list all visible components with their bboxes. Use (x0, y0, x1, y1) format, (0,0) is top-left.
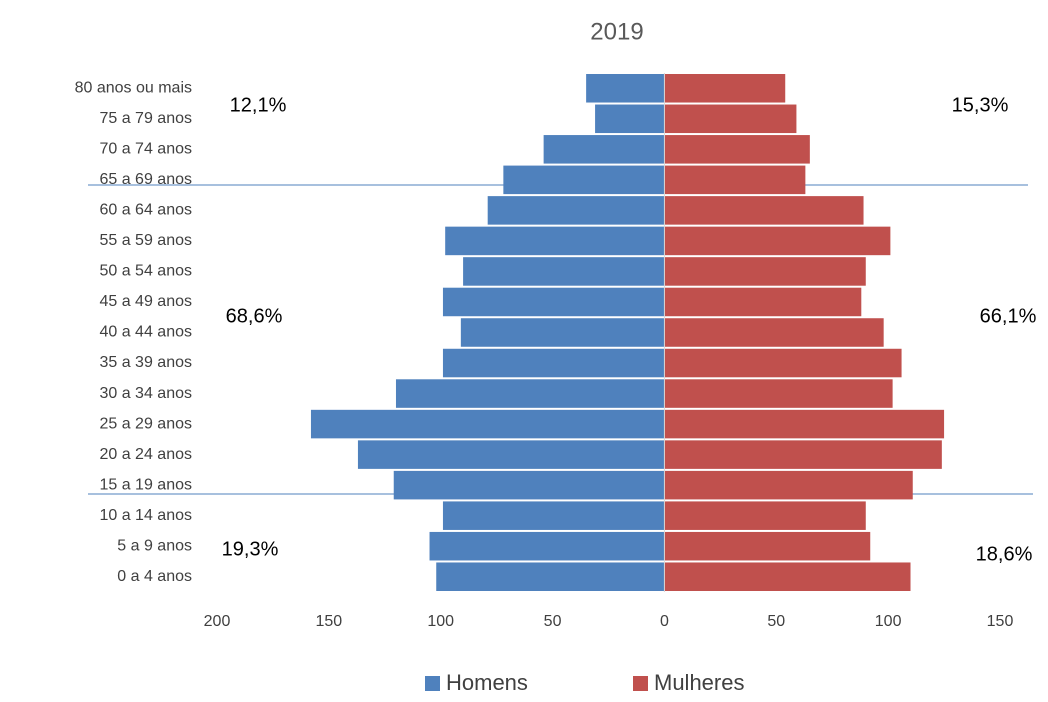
x-tick-label: 0 (660, 613, 669, 630)
annotation: 15,3% (952, 94, 1009, 116)
bar (664, 379, 893, 408)
bar (664, 74, 786, 103)
bar (595, 104, 665, 134)
bar (310, 409, 665, 439)
y-tick-label: 25 a 29 anos (99, 415, 192, 432)
bar (664, 470, 913, 500)
y-tick-label: 75 a 79 anos (99, 110, 192, 127)
chart-title: 2019 (590, 18, 643, 45)
bar (664, 531, 871, 561)
bar (664, 257, 866, 286)
bar (664, 226, 891, 256)
y-tick-label: 0 a 4 anos (117, 568, 192, 585)
y-tick-label: 70 a 74 anos (99, 141, 192, 158)
bar (463, 257, 665, 286)
y-tick-label: 50 a 54 anos (99, 263, 192, 280)
bar (357, 440, 665, 469)
bar (664, 348, 902, 378)
bar (586, 74, 665, 103)
legend-swatch (425, 676, 440, 691)
y-tick-label: 20 a 24 anos (99, 446, 192, 463)
bar (664, 196, 864, 225)
annotation: 18,6% (976, 543, 1033, 565)
bar (436, 562, 665, 591)
bar (460, 318, 665, 347)
x-tick-label: 100 (875, 613, 902, 630)
x-tick-label: 150 (316, 613, 343, 630)
legend-swatch (633, 676, 648, 691)
bar (664, 562, 911, 591)
bar (442, 287, 665, 317)
bar (395, 379, 665, 408)
annotation: 68,6% (226, 305, 283, 327)
bar (664, 135, 810, 164)
bar (664, 165, 806, 195)
bar (442, 501, 665, 530)
bar (664, 409, 945, 439)
y-tick-label: 30 a 34 anos (99, 385, 192, 402)
bar (664, 501, 866, 530)
bar (664, 104, 797, 134)
x-tick-label: 50 (544, 613, 562, 630)
bar (543, 135, 665, 164)
bar (487, 196, 665, 225)
annotation: 12,1% (230, 94, 287, 116)
y-tick-label: 60 a 64 anos (99, 202, 192, 219)
y-tick-label: 80 anos ou mais (75, 79, 192, 96)
bar (442, 348, 665, 378)
y-tick-label: 55 a 59 anos (99, 232, 192, 249)
y-tick-label: 65 a 69 anos (99, 171, 192, 188)
y-tick-label: 35 a 39 anos (99, 354, 192, 371)
bar (445, 226, 665, 256)
x-tick-label: 100 (427, 613, 454, 630)
bar (393, 470, 665, 500)
y-tick-label: 15 a 19 anos (99, 476, 192, 493)
y-tick-label: 10 a 14 anos (99, 507, 192, 524)
y-tick-label: 5 a 9 anos (117, 537, 192, 554)
y-tick-label: 45 a 49 anos (99, 293, 192, 310)
annotation: 19,3% (222, 538, 279, 560)
bar (664, 287, 862, 317)
bar (503, 165, 665, 195)
x-tick-label: 50 (767, 613, 785, 630)
y-tick-label: 40 a 44 anos (99, 324, 192, 341)
bar (664, 440, 942, 469)
legend-label: Homens (446, 670, 528, 695)
legend-label: Mulheres (654, 670, 744, 695)
bar (429, 531, 665, 561)
x-tick-label: 150 (987, 613, 1014, 630)
bar (664, 318, 884, 347)
annotation: 66,1% (980, 305, 1037, 327)
x-tick-label: 200 (204, 613, 231, 630)
